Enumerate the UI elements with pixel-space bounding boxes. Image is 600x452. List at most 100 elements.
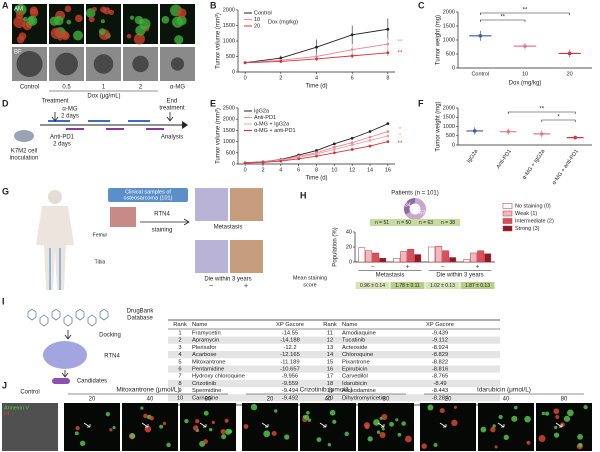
table-cell: -12.2: [283, 345, 296, 351]
arrow: [377, 422, 385, 428]
panel-letter: D: [2, 98, 9, 108]
marker: [368, 144, 372, 148]
table-cell: 14: [327, 352, 334, 358]
pie-slice: [405, 198, 427, 220]
cell: [316, 437, 322, 443]
marker: [386, 42, 390, 46]
label: Idarubicin (μmol/L): [477, 387, 531, 394]
row-shading: [168, 365, 500, 373]
cell-cluster: [126, 33, 132, 39]
label: 20: [89, 397, 96, 403]
bar: [484, 253, 492, 263]
mean-marker: [573, 135, 578, 140]
table-cell: -10.657: [280, 367, 300, 373]
x-tick-label: 12: [349, 167, 355, 173]
arrow: [83, 422, 91, 428]
panel-letter: B: [210, 0, 217, 10]
significance: **: [398, 40, 403, 46]
label: Annexin V: [4, 405, 29, 411]
cell: [263, 430, 271, 438]
x-tick-label: IgG2a: [466, 148, 480, 164]
marker: [315, 152, 318, 156]
ihc-image: [195, 240, 228, 273]
y-tick-label: 1500: [223, 23, 235, 29]
ihc-image: [230, 240, 263, 273]
cell: [560, 422, 565, 427]
molecule: [99, 308, 109, 321]
cell-cluster: [103, 7, 111, 15]
y-tick-label: 20: [346, 244, 352, 250]
cell: [143, 413, 148, 419]
marker: [386, 134, 390, 138]
y-tick-label: 1000: [443, 37, 455, 43]
table-cell: -8.822: [432, 359, 448, 365]
cell: [555, 415, 560, 420]
arrow: [497, 422, 505, 428]
table-cell: 18: [327, 381, 333, 387]
label: 2 days: [61, 114, 79, 120]
micrograph: [242, 403, 298, 451]
table-cell: -8.765: [432, 374, 448, 380]
score-background: [460, 282, 495, 289]
marker: [315, 154, 318, 158]
y-tick-label: 0: [349, 259, 352, 265]
marker: [315, 149, 318, 152]
x-tick-label: Anti-PD1: [496, 149, 514, 170]
arrow: [182, 121, 188, 129]
label: RTN4: [104, 354, 120, 360]
table-cell: -14.55: [282, 331, 298, 337]
bracket: [480, 19, 526, 22]
label: α-MG: [62, 107, 77, 113]
column-label: 1: [102, 85, 106, 91]
bar: [400, 251, 408, 263]
score-background: [355, 282, 390, 289]
cell: [327, 443, 332, 447]
table-cell: -9.956: [282, 374, 298, 380]
significance: **: [500, 15, 505, 21]
score-title: score: [303, 282, 316, 288]
x-axis-label: Dox (mg/kg): [509, 81, 542, 87]
legend-label: Weak (1): [515, 211, 537, 217]
table-cell: Acarbose: [192, 352, 217, 358]
table-cell: -9.439: [432, 331, 448, 337]
x-tick-label: α-MG + IgG2a: [522, 148, 548, 181]
cell: [480, 426, 487, 433]
n-label: n = 50: [397, 220, 411, 226]
pie-label: 34: [405, 202, 411, 208]
bar: [407, 249, 415, 263]
y-axis-label: Tumor volume (mm³): [216, 13, 222, 69]
column-label: 0.5: [62, 85, 71, 91]
label: Mitoxantrone (μmol/L): [116, 387, 179, 394]
cell: [193, 425, 199, 431]
cell: [304, 414, 310, 420]
table-header: Rank: [173, 322, 187, 328]
table-cell: Epirubicin: [342, 367, 367, 373]
cell: [224, 418, 229, 423]
sample-box: [108, 188, 188, 202]
significance: **: [398, 50, 403, 56]
bar: [435, 246, 443, 263]
cell-cluster: [174, 35, 184, 45]
cell-cluster: [75, 14, 83, 23]
label: 2 days: [53, 142, 71, 148]
arrow: [141, 422, 149, 428]
legend-label: 20: [254, 23, 260, 29]
table-cell: 2: [178, 338, 181, 344]
n-label: n = 38: [441, 220, 455, 226]
mean-marker: [539, 132, 544, 136]
cell: [583, 404, 588, 410]
label: Metastasis: [214, 225, 243, 231]
bones: [49, 248, 61, 290]
spheroid: [93, 54, 114, 74]
molecule: [87, 314, 97, 327]
bar: [365, 250, 373, 263]
label: DrugBank: [127, 309, 155, 315]
marker: [315, 45, 318, 49]
cell: [208, 427, 213, 432]
score-label: 1.78 ± 0.11: [395, 283, 420, 289]
arrow: [166, 112, 174, 122]
table-cell: Pixantrone: [342, 359, 370, 365]
cell-cluster: [177, 8, 187, 18]
marker: [350, 33, 354, 37]
cell: [306, 410, 310, 415]
